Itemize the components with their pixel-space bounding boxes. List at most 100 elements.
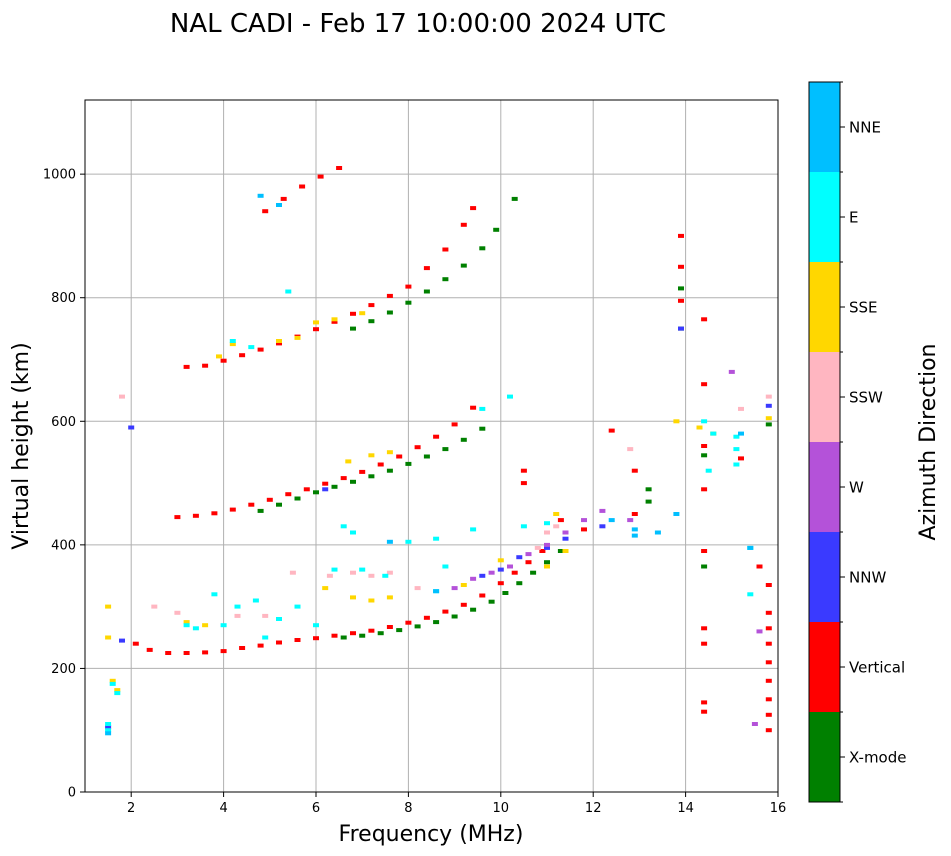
data-point [368, 573, 375, 578]
data-point [631, 512, 638, 516]
data-point [581, 518, 587, 523]
data-point [631, 527, 638, 532]
data-point [539, 549, 546, 553]
data-point [460, 263, 467, 268]
data-point [248, 502, 255, 507]
data-point [368, 598, 375, 603]
data-point [599, 508, 606, 513]
data-point [705, 468, 712, 473]
data-point [396, 454, 403, 459]
data-point [525, 552, 532, 557]
data-point [368, 474, 375, 479]
data-point [257, 193, 264, 198]
data-point [765, 678, 772, 683]
data-point [493, 227, 500, 232]
data-point [368, 453, 375, 458]
data-point [192, 513, 199, 518]
data-point [765, 626, 772, 631]
colorbar-tick-label: E [849, 209, 858, 227]
data-point [733, 447, 740, 452]
data-point [645, 499, 652, 504]
data-point [765, 660, 772, 665]
data-point [234, 613, 241, 618]
data-point [701, 317, 708, 322]
data-point [386, 293, 393, 298]
data-point [765, 641, 772, 646]
data-point [608, 428, 615, 433]
data-point [470, 527, 477, 532]
data-point [262, 209, 269, 214]
data-point [382, 573, 389, 578]
data-point [405, 539, 412, 544]
data-point [460, 437, 467, 442]
data-point [756, 564, 763, 569]
data-point [502, 591, 509, 595]
data-point [442, 277, 449, 282]
x-tick-label: 16 [770, 801, 787, 816]
data-point [433, 589, 440, 594]
data-point [451, 614, 458, 619]
x-tick-label: 12 [585, 801, 602, 816]
data-point [331, 319, 338, 324]
data-point [285, 289, 292, 294]
data-point [132, 641, 139, 646]
series-nnw [105, 326, 772, 730]
data-point [280, 196, 287, 201]
data-point [211, 511, 218, 516]
colorbar-tick-label: Vertical [849, 659, 905, 677]
data-point [678, 264, 684, 269]
data-point [701, 444, 708, 448]
y-tick-label: 600 [51, 415, 76, 430]
data-point [423, 289, 430, 294]
data-point [733, 434, 740, 439]
data-point [105, 635, 112, 640]
data-point [765, 583, 772, 587]
data-point [696, 425, 703, 430]
data-point [544, 564, 550, 569]
data-point [165, 651, 172, 655]
data-point [350, 530, 356, 535]
data-point [114, 691, 121, 696]
data-point [701, 487, 708, 492]
series-sse [105, 311, 772, 693]
data-point [248, 345, 255, 350]
data-point [405, 461, 412, 466]
data-point [386, 450, 393, 455]
data-point [765, 697, 772, 702]
data-point [701, 453, 708, 458]
data-point [289, 570, 296, 575]
colorbar-segment [809, 262, 840, 352]
data-point [544, 560, 550, 565]
data-point [350, 479, 356, 484]
data-point [516, 555, 523, 560]
data-points [105, 166, 772, 736]
data-point [114, 688, 121, 693]
data-point [313, 636, 319, 641]
data-point [216, 354, 222, 359]
data-point [701, 709, 708, 714]
data-point [299, 184, 306, 189]
data-point [368, 319, 375, 324]
data-point [525, 560, 532, 565]
data-point [350, 595, 356, 600]
data-point [701, 382, 708, 387]
data-point [460, 222, 467, 227]
data-point [507, 564, 513, 569]
data-point [119, 638, 125, 643]
data-point [557, 518, 564, 523]
data-point [386, 310, 393, 315]
data-point [377, 631, 384, 636]
x-axis-label: Frequency (MHz) [339, 822, 524, 847]
data-point [266, 497, 273, 502]
data-point [368, 303, 375, 308]
data-point [520, 481, 527, 486]
series-ssw [119, 394, 772, 618]
data-point [220, 623, 227, 628]
data-point [294, 335, 301, 340]
data-point [313, 623, 319, 628]
data-point [229, 507, 236, 512]
colorbar-tick-label: NNW [849, 569, 886, 587]
data-point [262, 635, 269, 640]
data-point [470, 607, 477, 612]
data-point [340, 635, 347, 640]
